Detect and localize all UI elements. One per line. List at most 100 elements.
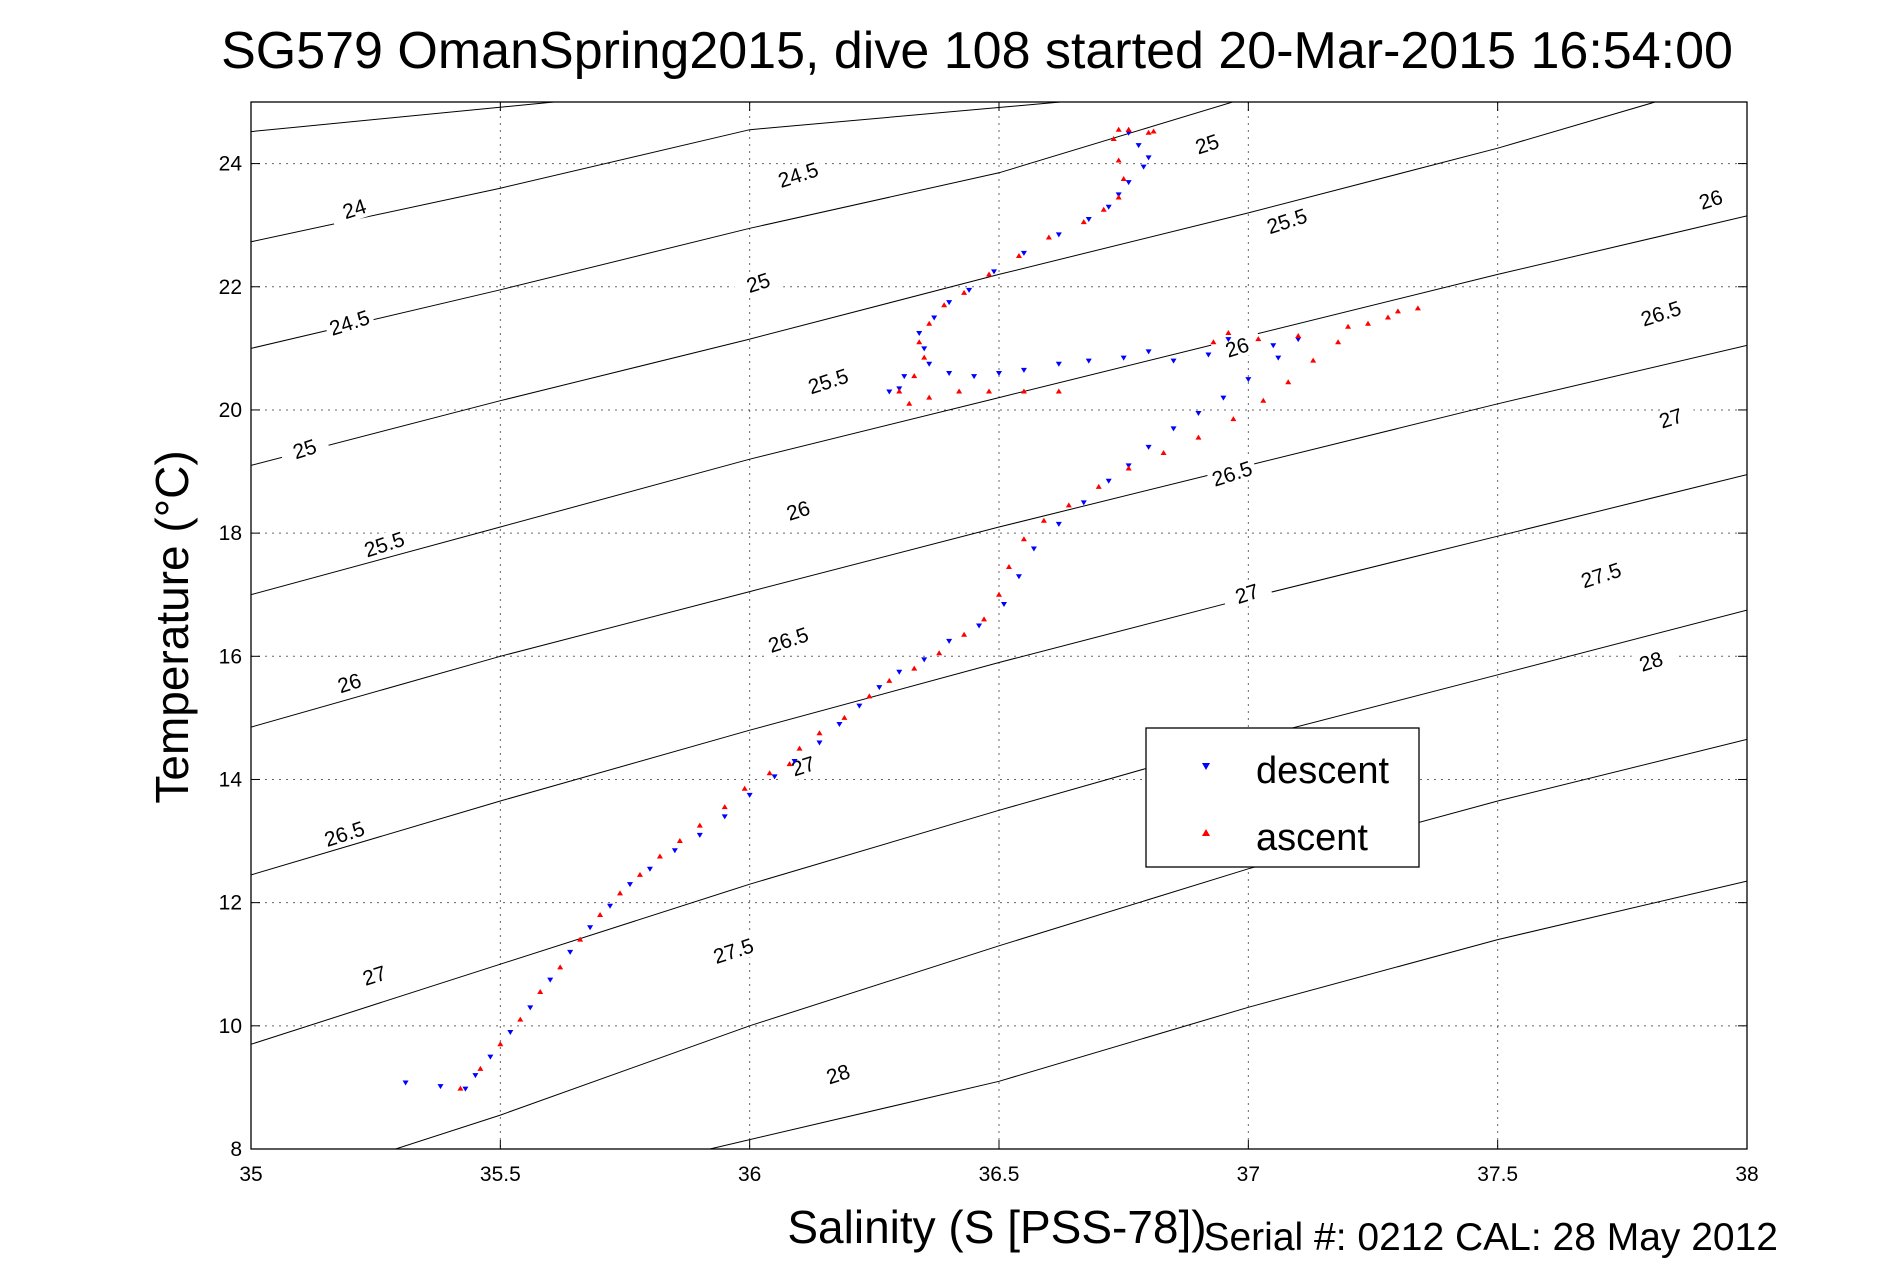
ascent-point: [921, 354, 928, 360]
descent-point: [971, 374, 978, 380]
legend-ascent-marker: [1202, 829, 1210, 836]
descent-point: [896, 669, 903, 675]
descent-point: [1125, 180, 1132, 186]
ascent-point: [517, 1016, 524, 1022]
serial-cal-footer: Serial #: 0212 CAL: 28 May 2012: [1203, 1216, 1778, 1259]
svg-text:25.5: 25.5: [362, 528, 408, 563]
ascent-point: [577, 936, 584, 942]
contour-label: 26: [1210, 329, 1264, 366]
isopycnal-line: [251, 344, 1747, 728]
isopycnal-line: [395, 738, 1747, 1149]
ascent-point: [1005, 563, 1012, 569]
descent-point: [1120, 355, 1127, 361]
contour-label: 24.5: [323, 305, 376, 341]
ascent-point: [936, 650, 943, 656]
contour-label: 27: [777, 748, 830, 785]
descent-point: [507, 1029, 514, 1035]
ascent-point: [1295, 333, 1302, 339]
ascent-point: [1195, 434, 1202, 440]
descent-point: [771, 774, 778, 780]
density-contours: 24 24.5 24.5 25 25 25 25.5 25.5 25.5 26 26 26 26 26.5…: [251, 102, 1747, 1149]
contour-label: 25: [278, 431, 331, 468]
x-tick-label: 37: [1237, 1163, 1260, 1186]
y-tick-label: 12: [219, 892, 242, 915]
descent-point: [1055, 361, 1062, 367]
ascent-point: [1384, 314, 1391, 320]
ascent-point: [1230, 416, 1237, 422]
contour-label: 27.5: [1574, 557, 1628, 594]
descent-point: [946, 638, 953, 644]
ascent-point: [906, 400, 913, 406]
ascent-point: [1065, 502, 1072, 508]
legend-ascent-label: ascent: [1256, 817, 1368, 859]
ascent-point: [941, 302, 948, 308]
descent-point: [886, 389, 893, 395]
ascent-point: [796, 745, 803, 751]
ascent-point: [1150, 128, 1157, 134]
contour-label: 27: [348, 957, 401, 994]
ascent-point: [1020, 536, 1027, 542]
descent-point: [946, 370, 953, 376]
ascent-point: [1095, 483, 1102, 489]
contour-label: 25.5: [802, 363, 855, 400]
ascent-point: [1125, 465, 1132, 471]
descent-point: [721, 814, 728, 820]
ascent-point: [557, 964, 564, 970]
svg-text:26.5: 26.5: [766, 623, 812, 658]
descent-point: [926, 361, 933, 367]
descent-point: [626, 882, 633, 888]
contour-label: 26: [772, 492, 825, 529]
y-tick-label: 10: [219, 1015, 242, 1038]
y-tick-label: 16: [219, 645, 242, 668]
ascent-point: [741, 785, 748, 791]
ascent-point: [497, 1041, 504, 1047]
descent-point: [1145, 444, 1152, 450]
descent-point: [527, 1005, 534, 1011]
ascent-point: [1055, 388, 1062, 394]
ascent-point: [1120, 175, 1127, 181]
contour-label: 26.5: [762, 622, 815, 659]
legend-box: [1145, 727, 1420, 868]
ascent-point: [981, 616, 988, 622]
ascent-point: [676, 838, 683, 844]
descent-point: [487, 1054, 494, 1060]
isopycnal-line: [709, 880, 1747, 1149]
isopycnal-line: [251, 215, 1747, 596]
grid-lines: [250, 102, 1748, 1150]
ascent-point: [1145, 129, 1152, 135]
ascent-point: [886, 677, 893, 683]
descent-point: [1145, 349, 1152, 355]
descent-point: [966, 287, 973, 293]
descent-point: [876, 685, 883, 691]
ascent-point: [911, 373, 918, 379]
svg-text:25.5: 25.5: [1264, 205, 1310, 240]
x-tick-label: 35.5: [480, 1163, 521, 1186]
ascent-point: [477, 1065, 484, 1071]
descent-point: [1275, 355, 1282, 361]
x-tick-label: 36.5: [979, 1163, 1020, 1186]
contour-label: 26.5: [1205, 456, 1259, 492]
svg-text:27.5: 27.5: [1578, 559, 1624, 594]
ascent-point: [961, 289, 968, 295]
axis-ticks: 35 35.5 36 36.5 37 37.5 38 8 10 12 14 16 18 20 22 24: [219, 102, 1759, 1186]
svg-text:24.5: 24.5: [775, 158, 821, 193]
descent-point: [1080, 500, 1087, 506]
ascent-point: [1020, 388, 1027, 394]
descent-point: [1295, 337, 1302, 343]
descent-point: [1020, 367, 1027, 373]
descent-point: [746, 792, 753, 798]
descent-point: [1000, 601, 1007, 607]
descent-point: [816, 740, 823, 746]
y-tick-label: 14: [219, 768, 243, 791]
legend: descent ascent: [1145, 727, 1420, 868]
x-tick-label: 36: [738, 1163, 761, 1186]
descent-point: [856, 703, 863, 709]
isopycnal-line: [251, 474, 1747, 876]
descent-point: [921, 657, 928, 663]
ascent-point: [636, 871, 643, 877]
ascent-point: [1335, 339, 1342, 345]
svg-text:24.5: 24.5: [327, 306, 373, 341]
descent-point: [1195, 411, 1202, 417]
ascent-point: [1310, 357, 1317, 363]
isopycnal-line: [251, 102, 1235, 349]
